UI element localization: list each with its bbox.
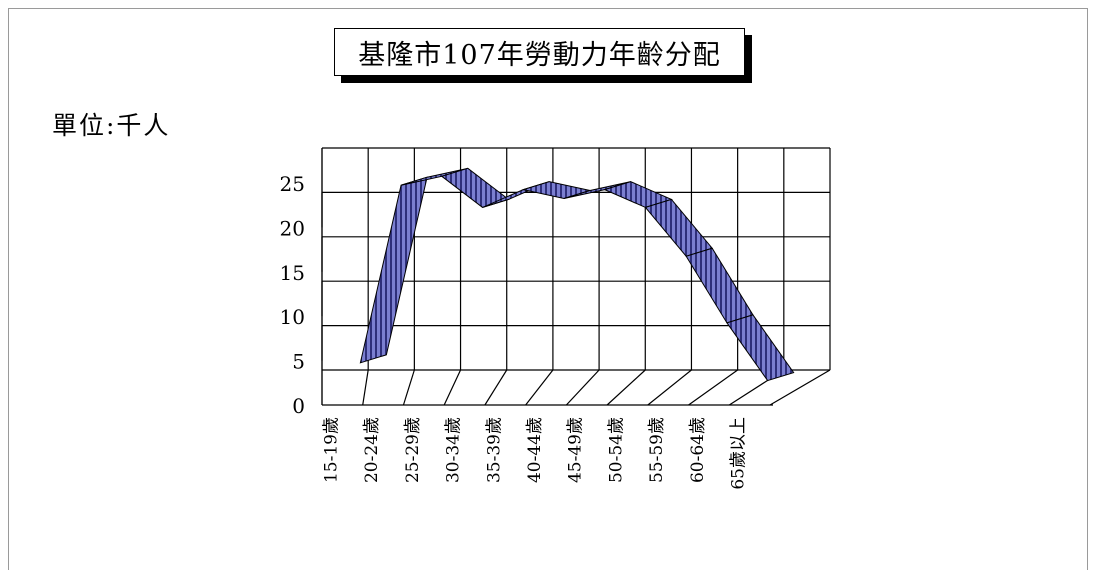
x-tick-label: 60-64歲 [688, 417, 708, 483]
x-tick-label: 15-19歲 [321, 417, 341, 483]
grid-line [688, 369, 738, 406]
chart-title: 基隆市107年勞動力年齡分配 [334, 28, 745, 76]
grid-line [606, 369, 646, 406]
x-tick-label: 55-59歲 [647, 417, 667, 483]
x-tick-label: 65歲以上 [729, 417, 749, 490]
x-tick-label: 40-44歲 [525, 417, 545, 483]
x-tick-label: 45-49歲 [566, 417, 586, 483]
ribbon-segment [359, 176, 428, 364]
grid-line [647, 369, 692, 406]
grid-line [443, 369, 462, 406]
x-tick-layer: 15-19歲 20-24歲 25-29歲 30-34歲 35-39歲 40-44歲 45-4… [321, 417, 748, 490]
unit-label: 單位:千人 [52, 111, 171, 140]
x-tick-label: 20-24歲 [362, 417, 382, 483]
ribbon-segment [644, 198, 714, 257]
chart-frame [8, 8, 1088, 570]
grid-line [525, 369, 554, 406]
ribbon-segment [685, 247, 754, 324]
y-tick-label: 25 [280, 172, 305, 196]
y-tick-label: 0 [292, 394, 305, 418]
grid-line [769, 369, 831, 406]
grid-line [362, 369, 369, 406]
x-tick-label: 50-54歲 [606, 417, 626, 483]
ribbon-layer [359, 167, 795, 382]
y-tick-label: 20 [280, 216, 305, 240]
y-tick-label: 10 [280, 305, 305, 329]
y-tick-label: 15 [280, 261, 305, 285]
grid-line [402, 369, 415, 406]
ribbon-segment [726, 314, 795, 382]
x-tick-label: 25-29歲 [403, 417, 423, 483]
grid-line [565, 369, 600, 406]
grid-line [484, 369, 508, 406]
x-tick-label: 30-34歲 [444, 417, 464, 483]
y-tick-label: 5 [292, 350, 305, 374]
y-tick-layer: 0 5 10 15 20 25 [280, 172, 305, 418]
ribbon-segment [521, 181, 592, 200]
x-tick-label: 35-39歲 [484, 417, 504, 483]
